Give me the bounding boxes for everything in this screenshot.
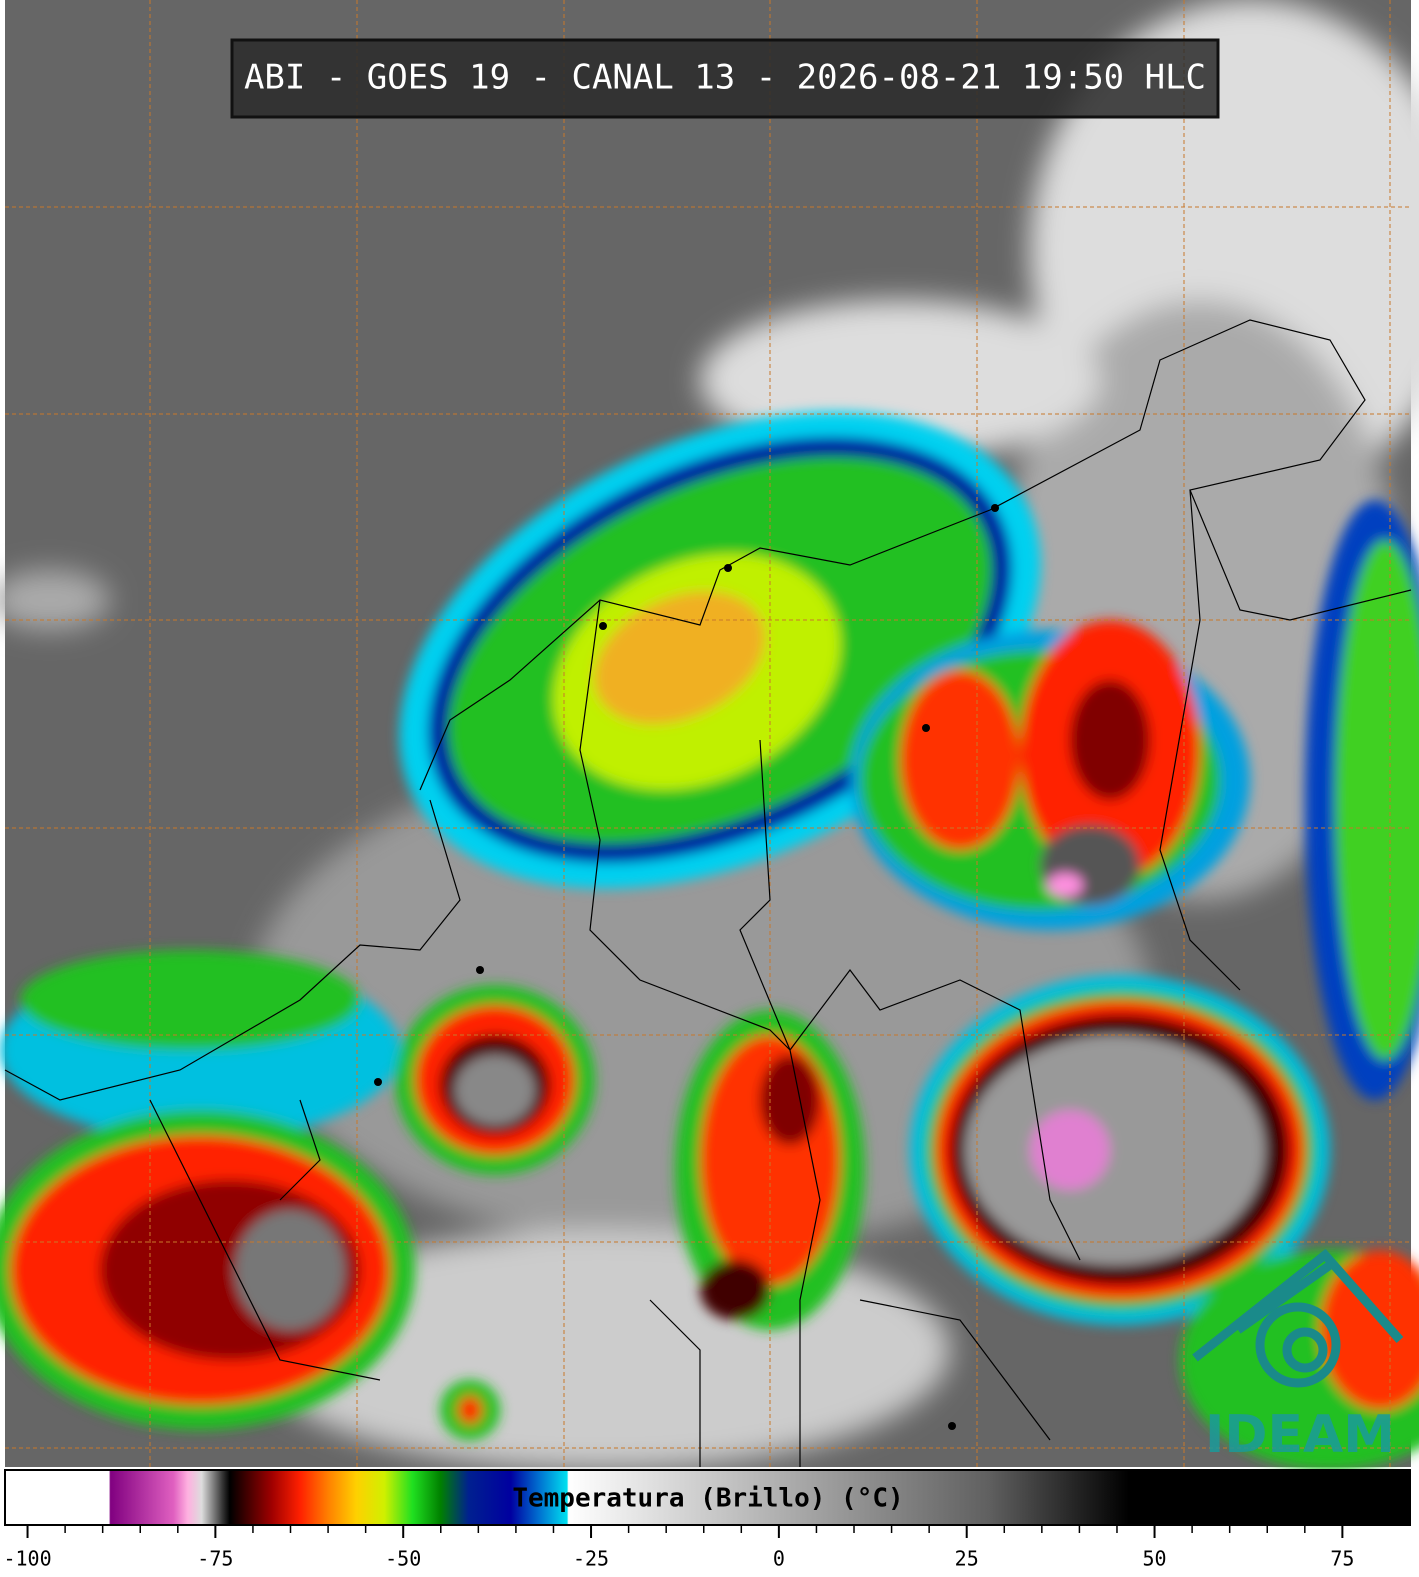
title-box: [230, 38, 1220, 119]
tick-label: 75: [1330, 1547, 1354, 1571]
tick-label: -25: [573, 1547, 609, 1571]
tick-label: -100: [3, 1547, 51, 1571]
tick-label: 25: [955, 1547, 979, 1571]
tick-label: -75: [197, 1547, 233, 1571]
logo: [1192, 1248, 1404, 1388]
logo-text: IDEAM: [1205, 1405, 1395, 1465]
tick-label: -50: [385, 1547, 421, 1571]
tick-label: 50: [1142, 1547, 1166, 1571]
imagery: [0, 0, 1419, 1470]
colorbar: [4, 1469, 1411, 1526]
title: ABI - GOES 19 - CANAL 13 - 2026-08-21 19…: [244, 58, 1206, 98]
tick-label: 0: [773, 1547, 785, 1571]
colorbar-axis: -100 -75 -50 -25 0 25 50 75: [3, 1526, 1354, 1571]
colorbar-label: Temperatura (Brillo) (°C): [512, 1484, 903, 1514]
